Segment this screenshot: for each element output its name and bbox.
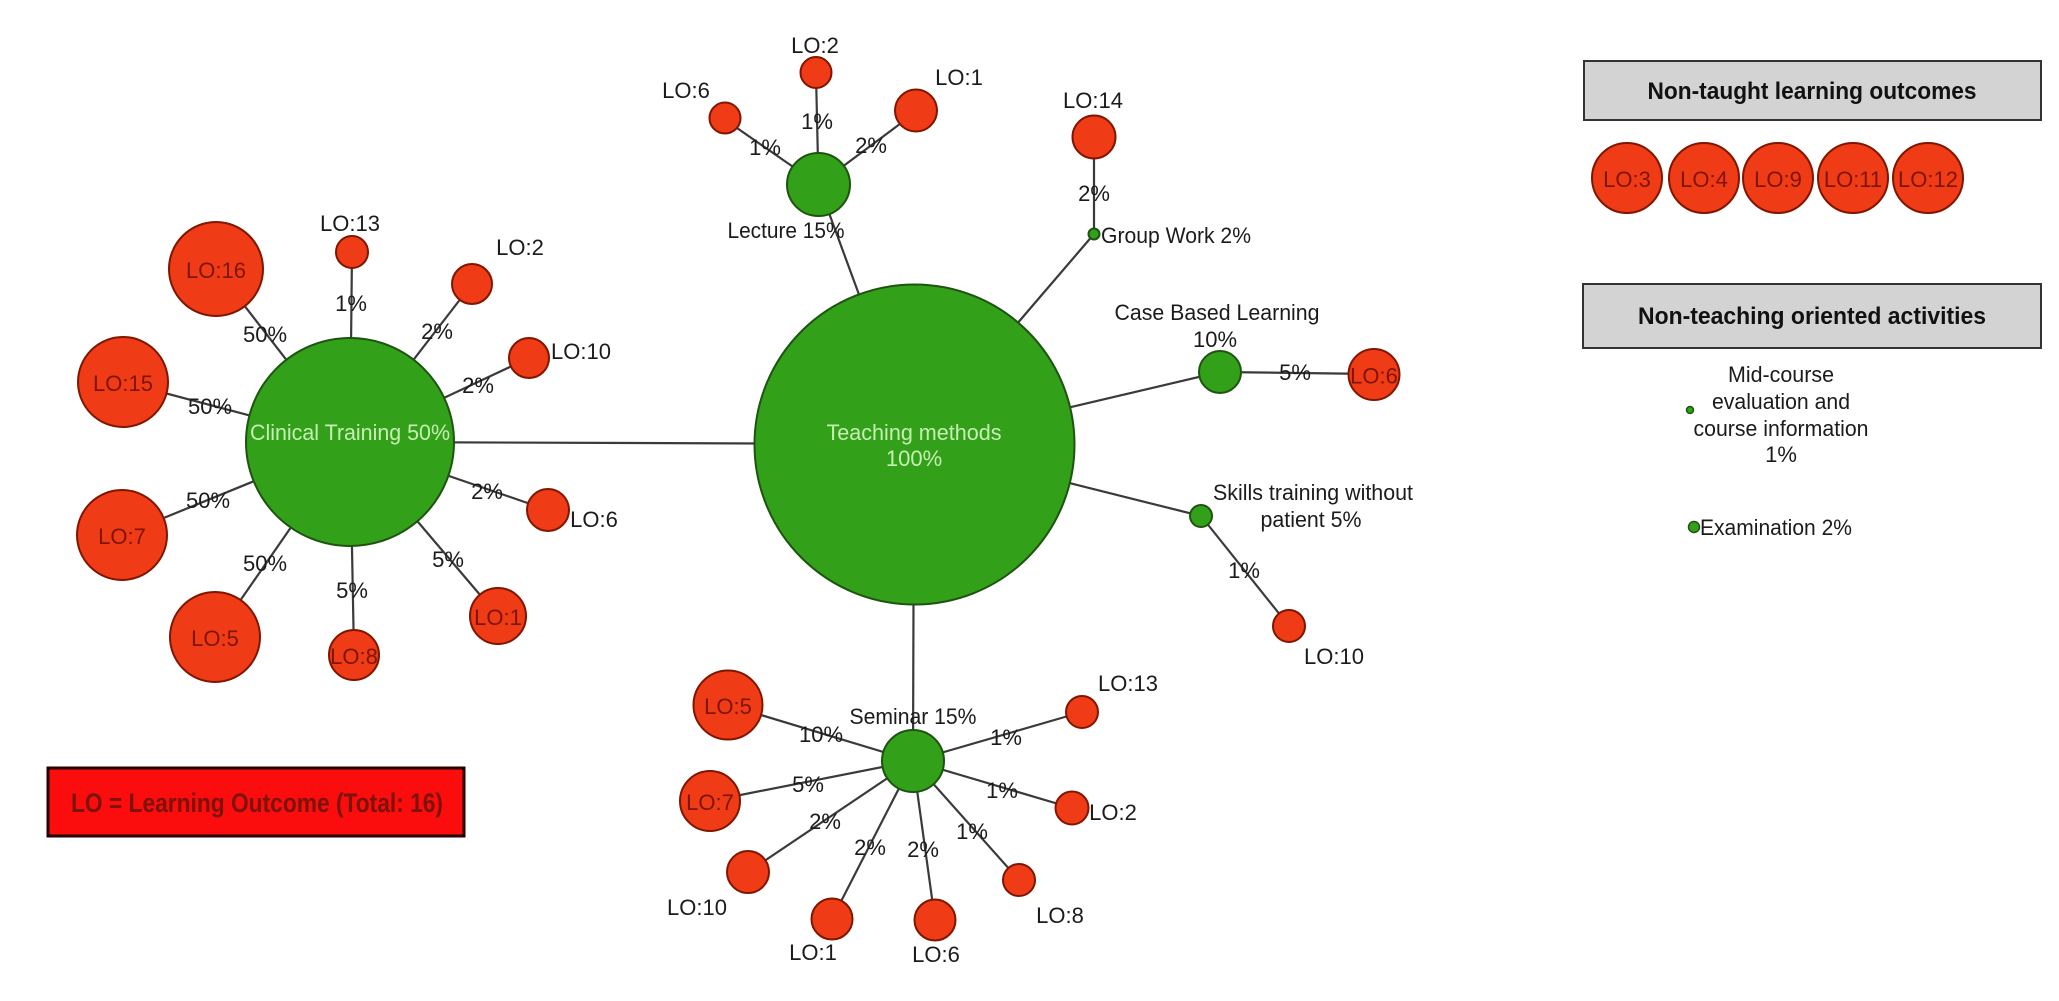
svg-text:Examination 2%: Examination 2%	[1700, 515, 1852, 540]
svg-text:LO:2: LO:2	[496, 235, 544, 260]
svg-text:LO:9: LO:9	[1754, 167, 1802, 192]
svg-text:LO:5: LO:5	[191, 626, 239, 651]
svg-text:5%: 5%	[336, 578, 368, 603]
svg-text:1%: 1%	[986, 778, 1018, 803]
svg-text:10%: 10%	[799, 722, 843, 747]
svg-text:2%: 2%	[1078, 181, 1110, 206]
svg-text:1%: 1%	[956, 819, 988, 844]
svg-text:LO:4: LO:4	[1680, 167, 1728, 192]
svg-text:2%: 2%	[471, 479, 503, 504]
svg-text:2%: 2%	[809, 809, 841, 834]
svg-text:1%: 1%	[1765, 442, 1797, 467]
svg-text:Clinical Training 50%: Clinical Training 50%	[250, 420, 450, 445]
svg-text:5%: 5%	[1279, 360, 1311, 385]
svg-text:LO:15: LO:15	[93, 371, 153, 396]
svg-text:50%: 50%	[186, 488, 230, 513]
svg-text:LO:11: LO:11	[1824, 167, 1882, 192]
svg-text:LO = Learning Outcome (Total:: LO = Learning Outcome (Total: 16)	[71, 788, 443, 818]
svg-text:100%: 100%	[886, 446, 942, 471]
svg-text:Seminar 15%: Seminar 15%	[850, 704, 977, 729]
svg-text:Skills training without: Skills training without	[1213, 480, 1413, 505]
svg-text:LO:3: LO:3	[1603, 167, 1651, 192]
svg-text:Group Work 2%: Group Work 2%	[1101, 223, 1251, 248]
svg-text:LO:1: LO:1	[474, 605, 522, 630]
svg-text:Lecture 15%: Lecture 15%	[728, 218, 845, 243]
svg-text:50%: 50%	[188, 394, 232, 419]
svg-text:LO:8: LO:8	[330, 644, 378, 669]
svg-text:Mid-course: Mid-course	[1728, 362, 1834, 387]
svg-text:Teaching methods: Teaching methods	[827, 420, 1002, 445]
svg-text:LO:12: LO:12	[1898, 167, 1958, 192]
svg-text:Case Based Learning: Case Based Learning	[1115, 300, 1320, 325]
svg-text:LO:5: LO:5	[704, 694, 752, 719]
svg-text:Non-teaching oriented activiti: Non-teaching oriented activities	[1638, 303, 1986, 330]
svg-text:LO:1: LO:1	[935, 65, 983, 90]
svg-text:LO:16: LO:16	[186, 258, 246, 283]
svg-text:patient 5%: patient 5%	[1261, 507, 1362, 532]
svg-text:evaluation and: evaluation and	[1712, 389, 1850, 414]
svg-text:LO:10: LO:10	[551, 339, 611, 364]
svg-text:LO:7: LO:7	[686, 790, 734, 815]
svg-text:2%: 2%	[462, 373, 494, 398]
svg-text:50%: 50%	[243, 551, 287, 576]
svg-text:1%: 1%	[990, 725, 1022, 750]
svg-text:1%: 1%	[749, 135, 781, 160]
svg-text:course information: course information	[1694, 416, 1869, 441]
svg-text:LO:13: LO:13	[1098, 671, 1158, 696]
svg-text:LO:6: LO:6	[1350, 364, 1398, 389]
svg-text:LO:8: LO:8	[1036, 903, 1084, 928]
svg-text:1%: 1%	[801, 109, 833, 134]
svg-text:LO:7: LO:7	[98, 524, 146, 549]
svg-text:10%: 10%	[1193, 327, 1237, 352]
svg-text:LO:6: LO:6	[662, 78, 710, 103]
svg-text:LO:6: LO:6	[570, 507, 618, 532]
svg-text:LO:6: LO:6	[912, 942, 960, 967]
svg-text:LO:10: LO:10	[1304, 644, 1364, 669]
svg-text:2%: 2%	[854, 835, 886, 860]
svg-text:LO:1: LO:1	[789, 940, 837, 965]
svg-text:2%: 2%	[907, 837, 939, 862]
svg-text:1%: 1%	[335, 291, 367, 316]
svg-text:Non-taught learning outcomes: Non-taught learning outcomes	[1648, 78, 1977, 105]
svg-text:LO:2: LO:2	[1089, 800, 1137, 825]
svg-text:LO:13: LO:13	[320, 211, 380, 236]
svg-text:50%: 50%	[243, 322, 287, 347]
svg-text:1%: 1%	[1228, 558, 1260, 583]
svg-text:2%: 2%	[421, 319, 453, 344]
svg-text:5%: 5%	[792, 772, 824, 797]
svg-text:2%: 2%	[855, 133, 887, 158]
svg-text:LO:10: LO:10	[667, 895, 727, 920]
svg-text:LO:14: LO:14	[1063, 88, 1123, 113]
svg-text:LO:2: LO:2	[791, 33, 839, 58]
svg-text:5%: 5%	[432, 547, 464, 572]
